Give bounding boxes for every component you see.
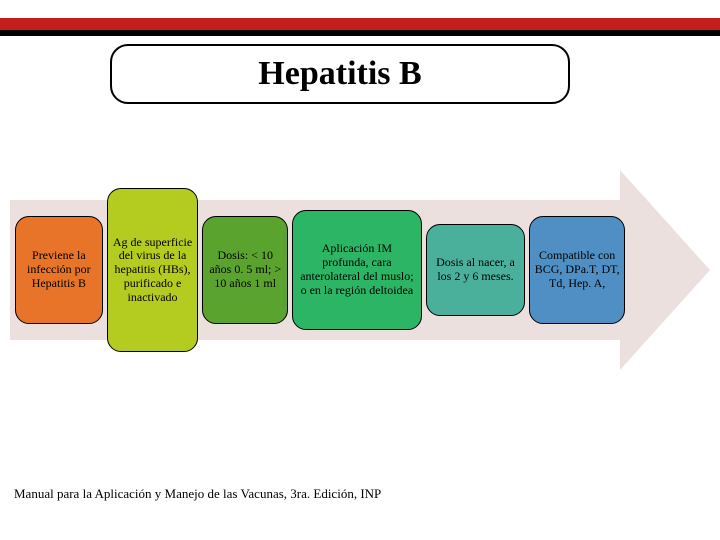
arrow-diagram: Previene la infección por Hepatitis B Ag… — [10, 170, 710, 370]
card-text: Previene la infección por Hepatitis B — [20, 249, 98, 290]
card-application: Aplicación IM profunda, cara anterolater… — [292, 210, 422, 330]
top-black-bar — [0, 30, 720, 36]
card-prevention: Previene la infección por Hepatitis B — [15, 216, 103, 324]
footer-citation: Manual para la Aplicación y Manejo de la… — [14, 486, 381, 502]
card-text: Dosis al nacer, a los 2 y 6 meses. — [431, 256, 521, 284]
title-box: Hepatitis B — [110, 44, 570, 104]
card-schedule: Dosis al nacer, a los 2 y 6 meses. — [426, 224, 526, 316]
page-title: Hepatitis B — [258, 55, 421, 93]
top-red-bar — [0, 18, 720, 30]
card-dose: Dosis: < 10 años 0. 5 ml; > 10 años 1 ml — [202, 216, 288, 324]
card-text: Compatible con BCG, DPa.T, DT, Td, Hep. … — [534, 249, 620, 290]
card-antigen: Ag de superficie del virus de la hepatit… — [107, 188, 199, 352]
card-text: Ag de superficie del virus de la hepatit… — [112, 236, 194, 305]
card-text: Aplicación IM profunda, cara anterolater… — [297, 242, 417, 297]
card-text: Dosis: < 10 años 0. 5 ml; > 10 años 1 ml — [207, 249, 283, 290]
card-row: Previene la infección por Hepatitis B Ag… — [15, 188, 625, 352]
card-compatible: Compatible con BCG, DPa.T, DT, Td, Hep. … — [529, 216, 625, 324]
